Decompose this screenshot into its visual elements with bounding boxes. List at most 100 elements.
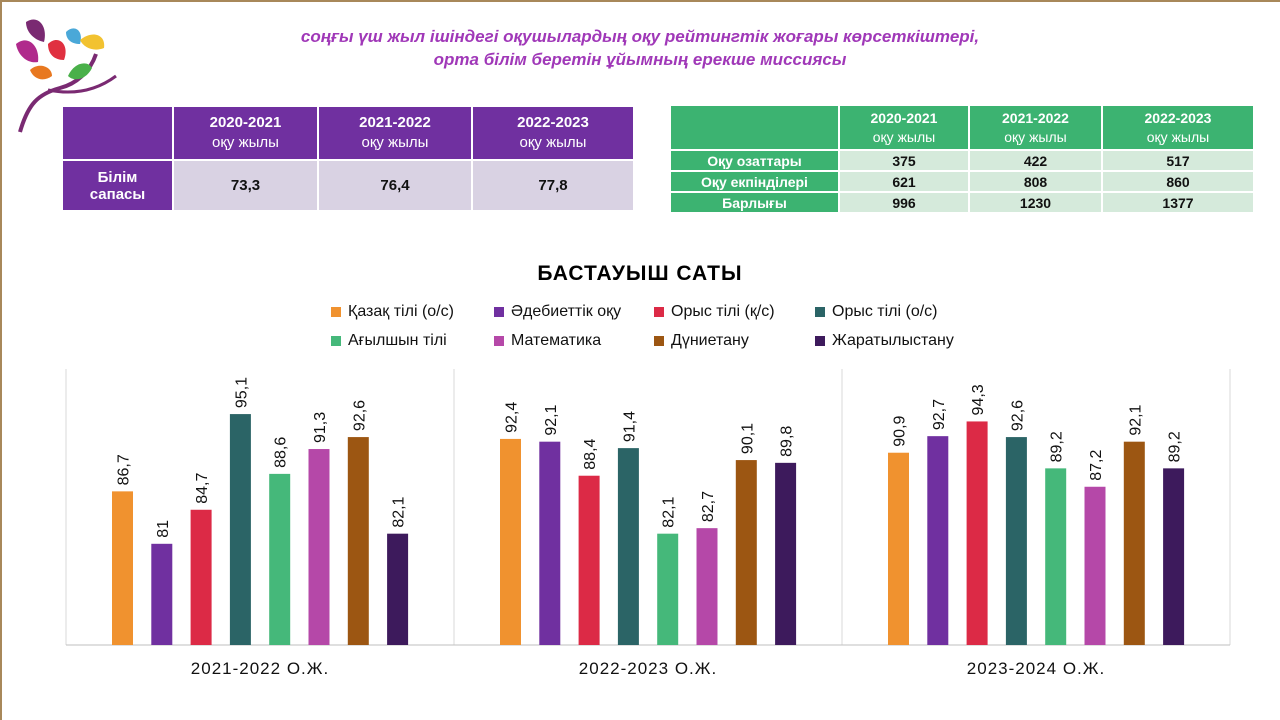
category-label: 2021-2022 О.Ж. <box>191 659 329 678</box>
data-label: 92,1 <box>543 404 560 435</box>
data-label: 92,6 <box>1009 400 1026 431</box>
students-value: 422 <box>970 151 1101 170</box>
category-label: 2022-2023 О.Ж. <box>579 659 717 678</box>
legend-swatch <box>654 335 664 346</box>
students-row-label: Оқу озаттары <box>671 151 838 170</box>
data-label: 82,1 <box>391 496 408 527</box>
column-year: 2021-2022 <box>1002 109 1069 126</box>
legend-item: Математика <box>494 332 601 350</box>
data-label: 90,9 <box>892 415 909 446</box>
data-label: 91,4 <box>621 411 638 442</box>
data-label: 84,7 <box>194 473 211 504</box>
quality-value: 77,8 <box>473 161 633 210</box>
students-row-label: Барлығы <box>671 193 838 212</box>
bar <box>500 438 521 645</box>
legend-swatch <box>494 335 504 346</box>
legend-item: Жаратылыстану <box>815 332 954 350</box>
data-label: 95,1 <box>233 377 250 408</box>
data-label: 92,1 <box>1127 404 1144 435</box>
quality-table-corner <box>63 107 172 159</box>
data-label: 87,2 <box>1088 450 1105 481</box>
bar <box>657 533 679 645</box>
students-value: 860 <box>1103 172 1253 191</box>
chart-title: БАСТАУЫШ САТЫ <box>537 262 743 285</box>
legend-label: Қазақ тілі (о/с) <box>348 303 454 320</box>
students-value: 517 <box>1103 151 1253 170</box>
legend-label: Жаратылыстану <box>832 332 954 349</box>
school-logo-bird-icon <box>16 19 117 133</box>
data-label: 92,4 <box>504 402 521 433</box>
quality-row-label: Білім сапасы <box>63 161 172 210</box>
column-label: оқу жылы <box>212 134 279 151</box>
legend-item: Орыс тілі (о/с) <box>815 303 938 321</box>
bar <box>151 543 173 645</box>
quality-value: 73,3 <box>174 161 317 210</box>
bar <box>1163 468 1185 645</box>
bar <box>1123 441 1145 645</box>
bar <box>927 436 949 645</box>
quality-value: 76,4 <box>319 161 471 210</box>
quality-table-header: 2021-2022 оқу жылы <box>319 107 471 159</box>
data-label: 82,7 <box>700 491 717 522</box>
students-value: 808 <box>970 172 1101 191</box>
students-row-label: Оқу екпінділері <box>671 172 838 191</box>
students-table: 2020-2021 оқу жылы 2021-2022 оқу жылы 20… <box>669 104 1255 214</box>
column-year: 2020-2021 <box>870 109 938 126</box>
column-year: 2022-2023 <box>517 114 589 131</box>
legend-label: Орыс тілі (о/с) <box>832 303 938 320</box>
column-label: оқу жылы <box>1146 128 1210 145</box>
legend-item: Дүниетану <box>654 332 749 350</box>
quality-table-header: 2022-2023 оқу жылы <box>473 107 633 159</box>
data-label: 89,2 <box>1167 431 1184 462</box>
legend-swatch <box>654 306 664 317</box>
students-value: 621 <box>840 172 968 191</box>
bar <box>617 448 639 645</box>
bar <box>888 452 909 645</box>
bar <box>735 460 757 645</box>
bar <box>1084 486 1106 645</box>
legend-label: Дүниетану <box>671 332 749 349</box>
legend-label: Ағылшын тілі <box>348 332 447 349</box>
students-table-corner <box>671 106 838 149</box>
data-label: 92,7 <box>931 399 948 430</box>
page-title-line-2: орта білім беретін ұйымның ерекше миссия… <box>433 50 847 69</box>
data-label: 89,8 <box>779 426 796 457</box>
students-value: 1377 <box>1103 193 1253 212</box>
column-year: 2021-2022 <box>359 114 431 131</box>
legend-label: Әдебиеттік оқу <box>511 303 622 320</box>
slide-border-left <box>0 0 2 720</box>
bar <box>775 462 797 645</box>
legend-label: Математика <box>511 332 602 349</box>
column-label: оқу жылы <box>872 128 936 145</box>
data-label: 88,4 <box>582 438 599 469</box>
bar <box>539 441 561 645</box>
students-table-header: 2020-2021 оқу жылы <box>840 106 968 149</box>
bar <box>308 449 330 645</box>
data-label: 81 <box>155 520 172 538</box>
column-label: оқу жылы <box>519 134 587 151</box>
data-label: 94,3 <box>970 384 987 415</box>
data-label: 90,1 <box>739 423 756 454</box>
bar <box>112 491 133 645</box>
legend-item: Қазақ тілі (о/с) <box>331 303 454 321</box>
row-label-line: сапасы <box>89 185 146 203</box>
legend-swatch <box>494 306 504 317</box>
bar <box>578 475 600 645</box>
legend-swatch <box>815 335 825 346</box>
data-label: 91,3 <box>312 412 329 443</box>
legend-swatch <box>815 306 825 317</box>
bar <box>696 528 718 645</box>
legend-item: Әдебиеттік оқу <box>494 303 621 321</box>
bar <box>229 414 251 645</box>
category-label: 2023-2024 О.Ж. <box>967 659 1105 678</box>
data-label: 89,2 <box>1049 431 1066 462</box>
students-value: 1230 <box>970 193 1101 212</box>
data-label: 86,7 <box>116 454 133 485</box>
data-label: 92,6 <box>351 400 368 431</box>
column-label: оқу жылы <box>361 134 429 151</box>
bar <box>190 509 212 645</box>
legend-swatch <box>331 306 341 317</box>
legend-swatch <box>331 335 341 346</box>
slide-border-top <box>0 0 1280 2</box>
